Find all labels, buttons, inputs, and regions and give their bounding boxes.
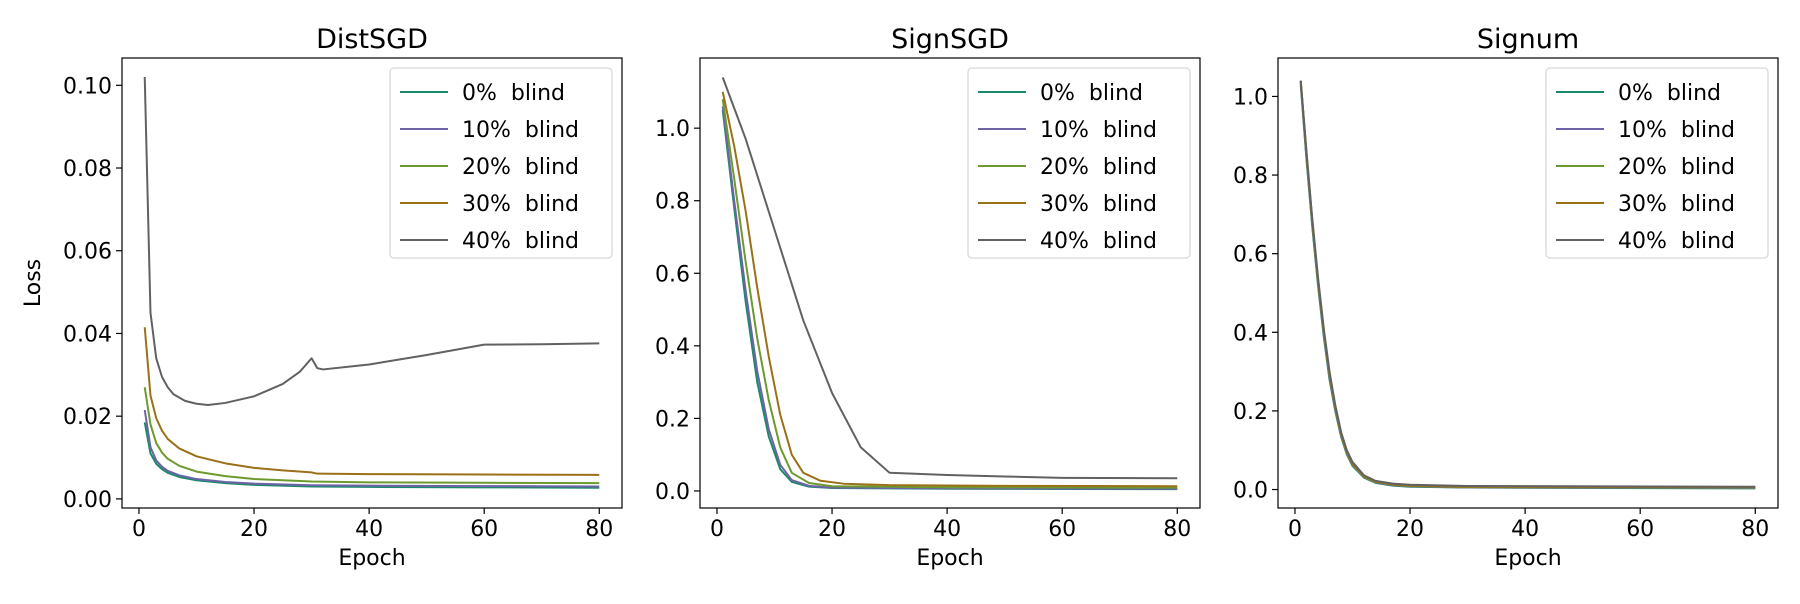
series-line-1	[143, 409, 600, 488]
y-tick-label: 0.0	[1233, 479, 1268, 504]
x-axis-label: Epoch	[916, 546, 983, 571]
chart-title: DistSGD	[316, 24, 428, 55]
series-line-0	[143, 422, 600, 489]
x-tick-label: 0	[710, 517, 724, 542]
legend-label: 20% blind	[462, 155, 579, 180]
legend-label: 30% blind	[1618, 192, 1735, 217]
legend-label: 10% blind	[1040, 118, 1157, 143]
chart-title: Signum	[1477, 24, 1579, 55]
legend-label: 10% blind	[462, 118, 579, 143]
chart-panel-signsgd: 0 20 40 60 80 0.0 0.2 0.4 0.6 0.8 1.0 SignSGD Epoch 0…	[655, 24, 1201, 571]
y-tick-label: 0.2	[655, 407, 690, 432]
y-tick-label: 1.0	[655, 117, 690, 142]
legend-label: 40% blind	[1618, 229, 1735, 254]
plot-frame	[699, 57, 1201, 509]
legend: 0% blind 10% blind 20% blind 30% blind 40% b…	[1545, 67, 1769, 259]
legend: 0% blind 10% blind 20% blind 30% blind 40% b…	[389, 67, 613, 259]
chart-title: SignSGD	[891, 24, 1009, 55]
x-tick-label: 80	[1163, 517, 1191, 542]
chart-panel-signum: 0 20 40 60 80 0.0 0.2 0.4 0.6 0.8 1.0 Signum Epoch 0%…	[1233, 24, 1779, 571]
plot-frame	[1277, 57, 1779, 509]
x-tick-label: 80	[1741, 517, 1769, 542]
series-line-2	[721, 98, 1178, 489]
legend-label: 0% blind	[1040, 81, 1143, 106]
legend-label: 30% blind	[1040, 192, 1157, 217]
series-line-4	[1299, 80, 1756, 488]
chart-panel-distsgd: 0 20 40 60 80 0.00 0.02 0.04 0.06 0.08 0.10 DistSGD…	[21, 24, 623, 571]
y-tick-label: 0.8	[655, 190, 690, 215]
y-tick-label: 0.4	[1233, 321, 1268, 346]
x-tick-label: 40	[355, 517, 383, 542]
legend-label: 0% blind	[1618, 81, 1721, 106]
legend-label: 10% blind	[1618, 118, 1735, 143]
series-line-3	[721, 91, 1178, 488]
y-tick-label: 0.08	[63, 157, 112, 182]
legend-box	[1545, 67, 1769, 259]
series-line-1	[721, 106, 1178, 490]
legend-box	[389, 67, 613, 259]
x-tick-label: 60	[1626, 517, 1654, 542]
y-tick-label: 0.6	[655, 262, 690, 287]
y-tick-label: 0.4	[655, 335, 690, 360]
series-line-3	[143, 327, 600, 476]
x-tick-label: 0	[132, 517, 146, 542]
y-tick-label: 0.0	[655, 480, 690, 505]
series-line-4	[721, 77, 1178, 480]
series-line-2	[143, 387, 600, 485]
plot-frame	[121, 57, 623, 509]
x-tick-label: 20	[1396, 517, 1424, 542]
series-line-4	[143, 77, 600, 407]
legend-box	[967, 67, 1191, 259]
y-axis-label: Loss	[21, 259, 46, 307]
legend: 0% blind 10% blind 20% blind 30% blind 40% b…	[967, 67, 1191, 259]
legend-label: 20% blind	[1618, 155, 1735, 180]
y-tick-label: 0.6	[1233, 243, 1268, 268]
x-tick-label: 60	[470, 517, 498, 542]
y-tick-label: 0.8	[1233, 164, 1268, 189]
y-tick-label: 0.04	[63, 322, 112, 347]
y-tick-label: 0.06	[63, 240, 112, 265]
legend-label: 20% blind	[1040, 155, 1157, 180]
x-tick-label: 40	[1511, 517, 1539, 542]
legend-label: 0% blind	[462, 81, 565, 106]
x-tick-label: 20	[240, 517, 268, 542]
x-axis-label: Epoch	[1494, 546, 1561, 571]
y-tick-label: 0.2	[1233, 400, 1268, 425]
legend-label: 40% blind	[1040, 229, 1157, 254]
y-tick-label: 0.02	[63, 405, 112, 430]
y-tick-label: 0.00	[63, 488, 112, 513]
x-tick-label: 0	[1288, 517, 1302, 542]
x-axis-label: Epoch	[338, 546, 405, 571]
y-tick-label: 0.10	[63, 74, 112, 99]
x-tick-label: 80	[585, 517, 613, 542]
legend-label: 30% blind	[462, 192, 579, 217]
y-tick-label: 1.0	[1233, 85, 1268, 110]
x-tick-label: 40	[933, 517, 961, 542]
x-tick-label: 20	[818, 517, 846, 542]
legend-label: 40% blind	[462, 229, 579, 254]
x-tick-label: 60	[1048, 517, 1076, 542]
